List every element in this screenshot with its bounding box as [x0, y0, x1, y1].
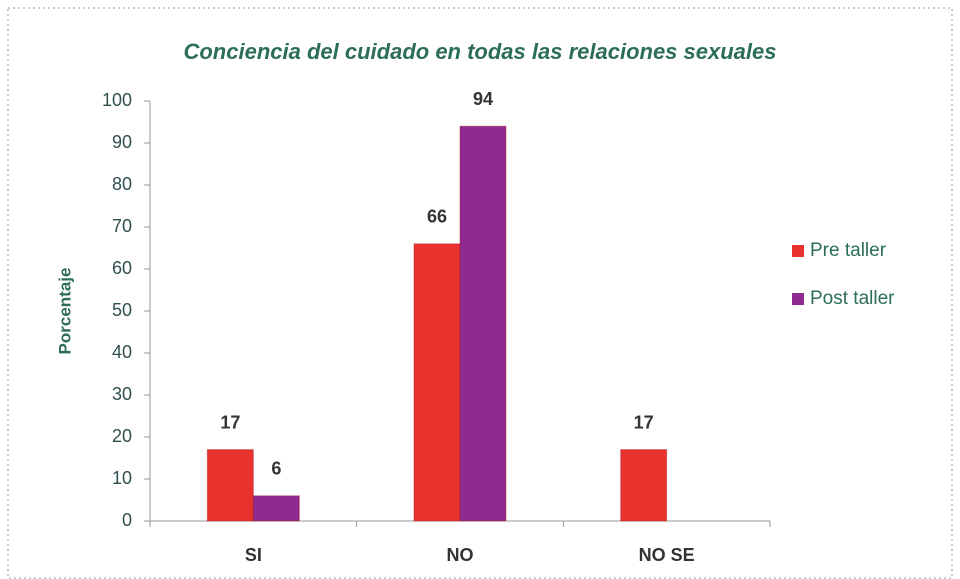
legend-label: Post taller: [810, 288, 895, 309]
bar: [620, 449, 668, 522]
data-label: 17: [634, 412, 654, 432]
y-tick-label: 100: [102, 90, 132, 110]
data-label: 66: [427, 207, 447, 227]
y-tick-label: 20: [112, 426, 132, 446]
y-tick-label: 30: [112, 384, 132, 404]
bar: [252, 495, 300, 522]
y-tick-label: 10: [112, 468, 132, 488]
y-tick-label: 80: [112, 174, 132, 194]
y-tick-label: 40: [112, 342, 132, 362]
y-tick-label: 90: [112, 132, 132, 152]
data-label: 94: [473, 89, 493, 109]
bar: [459, 125, 507, 522]
x-tick-label: NO: [447, 545, 474, 565]
bar: [206, 449, 254, 522]
legend-swatch: [792, 293, 804, 305]
legend-swatch: [792, 245, 804, 257]
data-label: 17: [220, 412, 240, 432]
y-tick-label: 50: [112, 300, 132, 320]
y-tick-label: 60: [112, 258, 132, 278]
y-tick-label: 70: [112, 216, 132, 236]
bar: [413, 243, 461, 522]
legend-label: Pre taller: [810, 240, 887, 261]
y-tick-label: 0: [122, 510, 132, 530]
data-label: 6: [271, 459, 281, 479]
chart-title: Conciencia del cuidado en todas las rela…: [183, 39, 776, 64]
y-axis-label: Porcentaje: [55, 268, 74, 355]
chart-border: [7, 7, 953, 579]
x-tick-label: SI: [245, 545, 262, 565]
x-tick-label: NO SE: [639, 545, 695, 565]
